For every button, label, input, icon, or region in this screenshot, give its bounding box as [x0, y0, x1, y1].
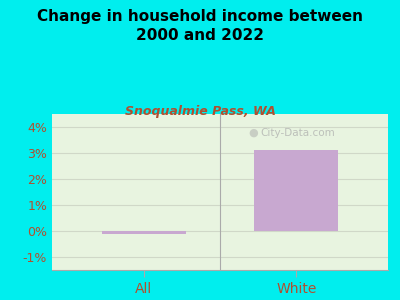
Bar [102, 231, 186, 234]
Bar [254, 150, 338, 231]
Text: ●: ● [249, 128, 258, 138]
Text: Snoqualmie Pass, WA: Snoqualmie Pass, WA [124, 105, 276, 118]
Text: Change in household income between
2000 and 2022: Change in household income between 2000 … [37, 9, 363, 43]
Text: City-Data.com: City-Data.com [260, 128, 335, 138]
